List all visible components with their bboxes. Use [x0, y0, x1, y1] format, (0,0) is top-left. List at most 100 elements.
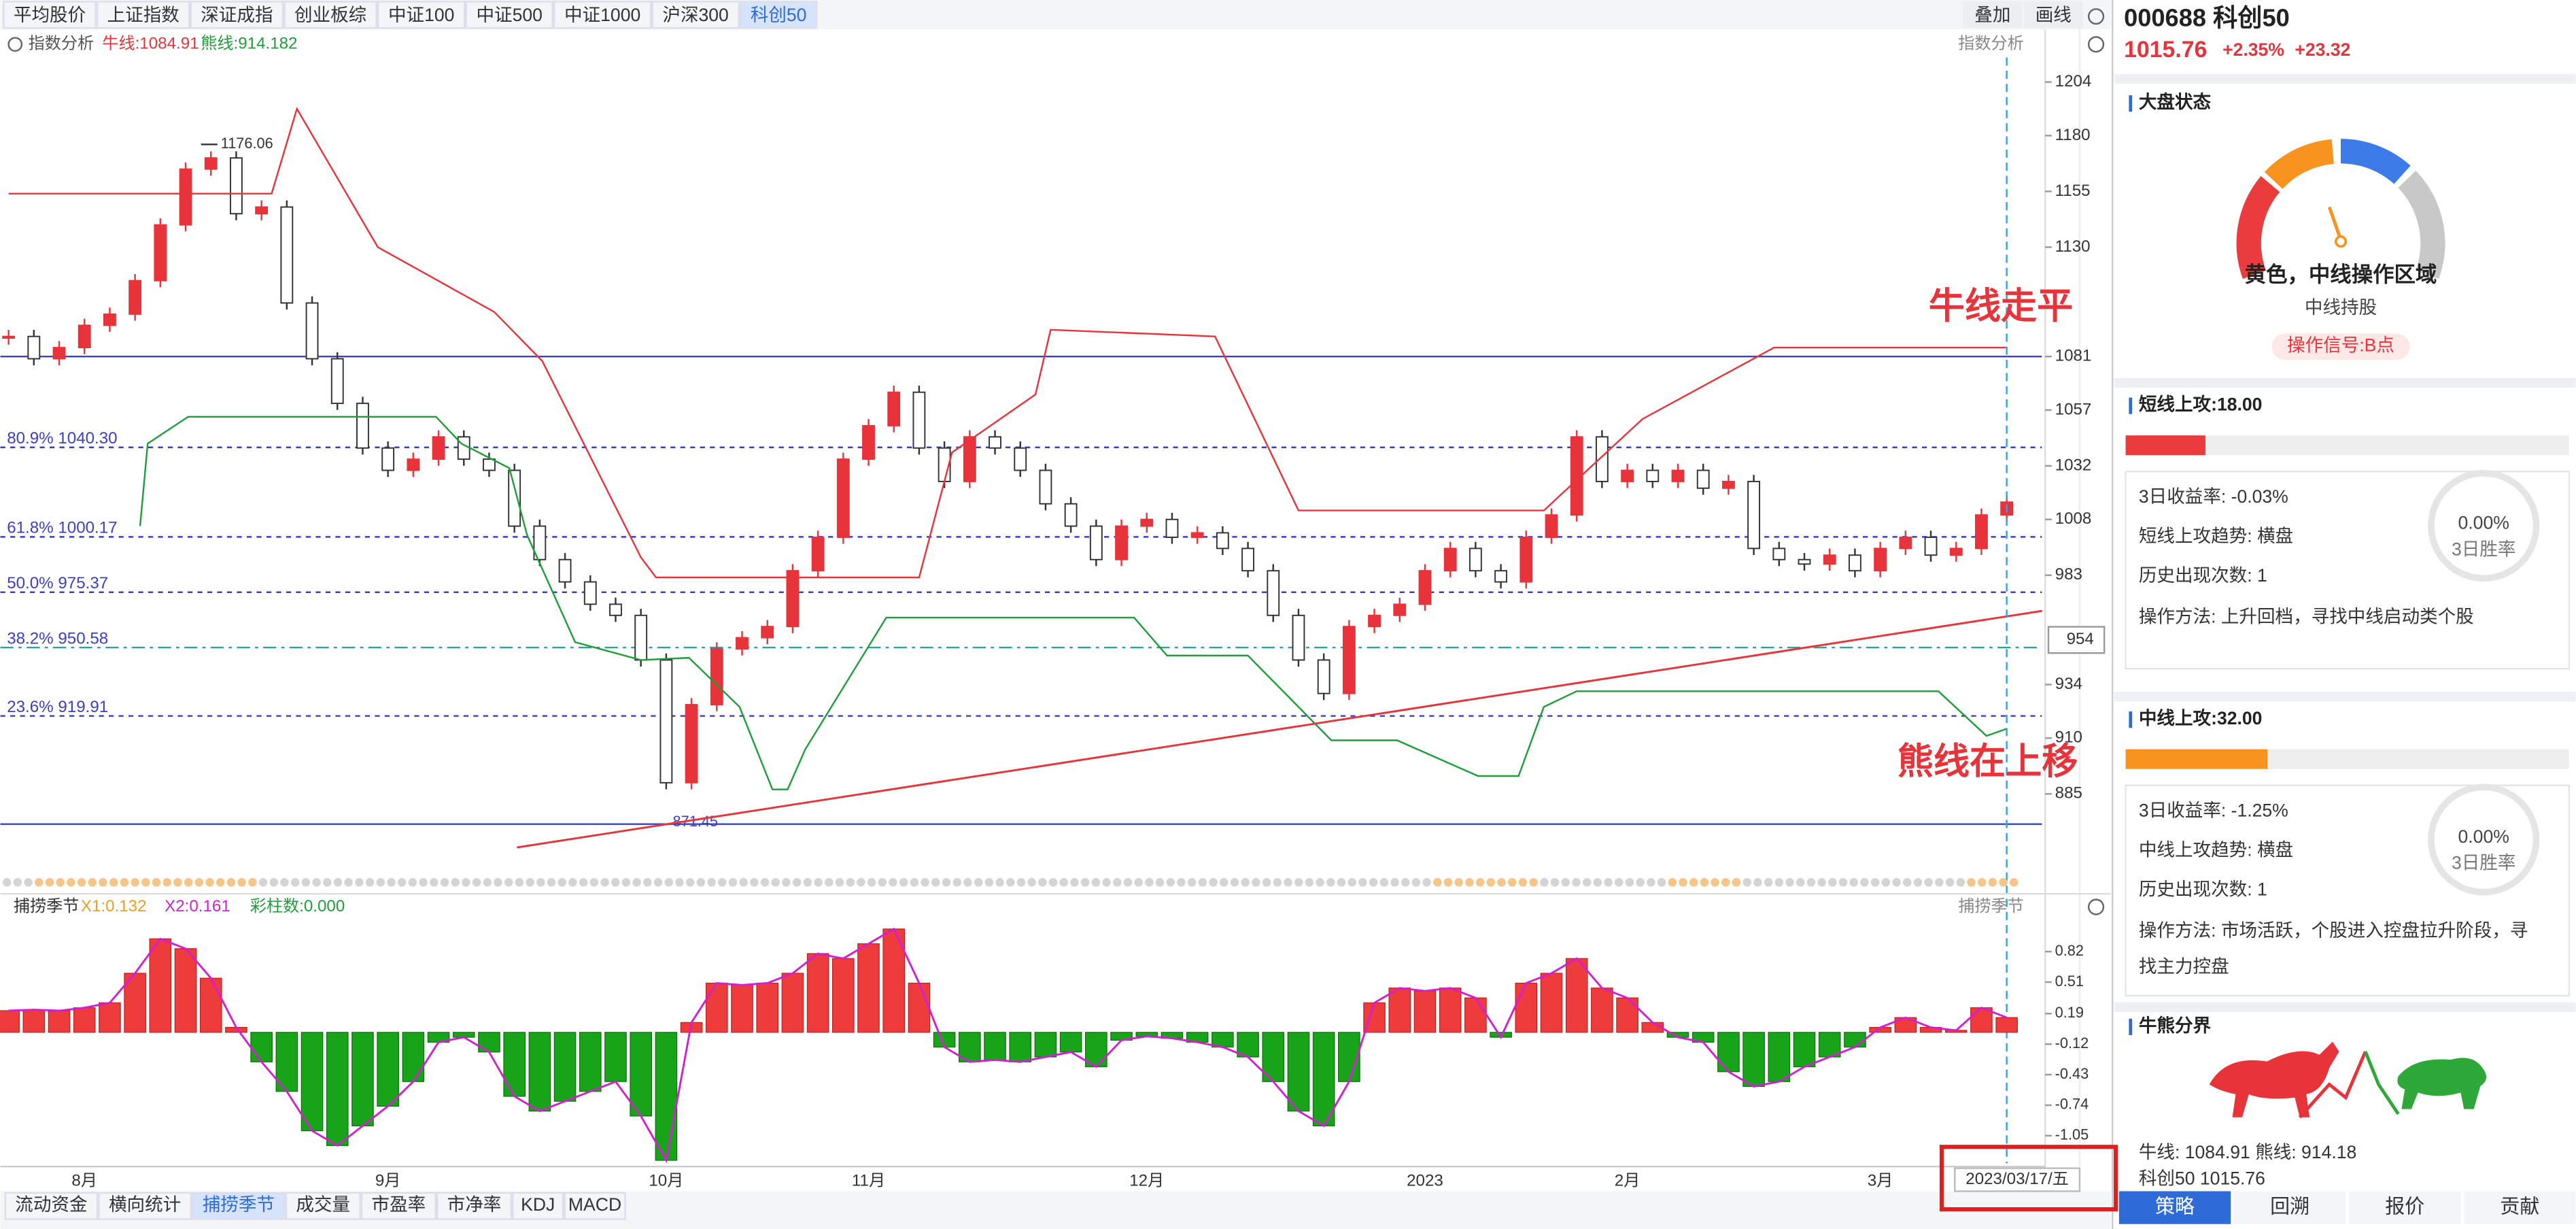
tool-icon[interactable]: [2087, 898, 2105, 915]
info-line: 找主力控盘: [2139, 956, 2229, 977]
y-tick-label: 1057: [2055, 400, 2092, 418]
signal-dot: [1273, 877, 1282, 887]
candle: [736, 637, 749, 650]
bottom-tab-bg[interactable]: [285, 1192, 361, 1220]
candle: [179, 168, 192, 226]
histogram-bar: [1995, 1017, 2018, 1033]
bottom-tab-bg[interactable]: [564, 1192, 626, 1220]
signal-dot: [344, 877, 353, 887]
toolbar-bg[interactable]: [1963, 1, 2023, 29]
gauge-needle: [2327, 206, 2343, 241]
signal-dot: [1817, 877, 1826, 887]
y-tick-label: -0.74: [2055, 1096, 2089, 1113]
market-hold: 中线持股: [2305, 297, 2377, 318]
histogram-bar: [1844, 1032, 1866, 1048]
fib-label: 50.0% 975.37: [7, 574, 108, 592]
signal-dot: [280, 877, 289, 887]
info-line: 操作方法: 上升回档，寻找中线启动类个股: [2139, 606, 2474, 626]
annotation: 熊线在上移: [1897, 741, 2078, 781]
histogram-bar: [377, 1032, 399, 1107]
signal-dot: [1347, 877, 1356, 887]
candle: [154, 224, 167, 282]
bottom-tab-bg[interactable]: [98, 1192, 192, 1220]
side-tab-bg[interactable]: [2118, 1191, 2231, 1224]
section-title: 大盘状态: [2139, 92, 2212, 112]
trend-line: [517, 609, 2042, 849]
candle: [862, 424, 875, 460]
candle: [1545, 514, 1558, 538]
candle: [1494, 570, 1508, 583]
histogram-bar: [48, 1010, 71, 1033]
histogram-bar: [149, 938, 172, 1033]
y-tick-label: 934: [2055, 675, 2082, 693]
candle: [1140, 518, 1154, 527]
signal-dot: [984, 877, 994, 887]
candle: [1671, 469, 1685, 482]
signal-dot: [376, 877, 385, 887]
section-title: 牛熊分界: [2139, 1015, 2212, 1036]
tab-bg[interactable]: [96, 1, 190, 29]
signal-dot: [1241, 877, 1250, 887]
tab-bg[interactable]: [3, 1, 97, 29]
signal-dot: [1860, 877, 1869, 887]
indicator-legend: X2:0.161: [165, 897, 230, 915]
info-line: 3日收益率: -0.03%: [2139, 486, 2288, 507]
candle: [1570, 436, 1583, 516]
signal-dot: [1636, 877, 1645, 887]
x-tick-label: 2023: [1407, 1171, 1443, 1190]
side-tab-bg[interactable]: [2349, 1191, 2461, 1224]
candle: [1443, 548, 1457, 572]
tab-bg[interactable]: [190, 1, 284, 29]
section-gap: [2114, 377, 2576, 388]
signal-dot: [1123, 877, 1133, 887]
signal-dot: [963, 877, 972, 887]
signal-dot: [483, 877, 492, 887]
histogram-bar: [705, 982, 728, 1033]
candle: [305, 302, 319, 360]
candle: [508, 469, 521, 527]
histogram-bar: [1312, 1032, 1335, 1126]
signal-dot: [56, 877, 65, 887]
tab: 中证100: [388, 5, 454, 25]
signal-dot: [1913, 877, 1923, 887]
tab-bg[interactable]: [465, 1, 553, 29]
tab-bg[interactable]: [739, 1, 818, 29]
bottom-tab-bg[interactable]: [512, 1192, 564, 1220]
bottom-tab-bg[interactable]: [4, 1192, 99, 1220]
signal-dot: [1593, 877, 1602, 887]
signal-dot: [1988, 877, 1997, 887]
side-tab-bg[interactable]: [2464, 1191, 2576, 1224]
toolbar-bg[interactable]: [2023, 1, 2083, 29]
bottom-tab: 成交量: [296, 1194, 350, 1215]
tab-bg[interactable]: [284, 1, 377, 29]
histogram-bar: [1565, 958, 1588, 1033]
signal-dot: [1902, 877, 1912, 887]
candle: [1165, 518, 1179, 538]
signal-dot: [1379, 877, 1389, 887]
signal-dot: [67, 877, 75, 887]
signal-dot: [1262, 877, 1271, 887]
tab-bg[interactable]: [651, 1, 740, 29]
tool-icon[interactable]: [2087, 36, 2105, 53]
signal-dot: [1732, 877, 1741, 887]
fib-label: 38.2% 950.58: [7, 629, 108, 647]
side-tab: 策略: [2155, 1196, 2195, 1217]
candle: [1014, 447, 1027, 471]
tool-icon[interactable]: [2087, 8, 2105, 25]
tab-bg[interactable]: [553, 1, 652, 29]
y-tick-label: 1081: [2055, 347, 2092, 365]
toolbar-button: 叠加: [1974, 5, 2010, 25]
signal-dot: [1518, 877, 1528, 887]
tab-bg[interactable]: [377, 1, 466, 29]
section-gap: [2114, 692, 2576, 702]
section-mark: [2129, 397, 2133, 414]
side-tab-bg[interactable]: [2233, 1191, 2346, 1224]
candle: [1368, 614, 1381, 628]
bottom-tab-bg[interactable]: [436, 1192, 513, 1220]
section-gap: [2114, 73, 2576, 84]
signal-dot: [1529, 877, 1538, 887]
section-mark: [2129, 95, 2133, 112]
signal-dot: [557, 877, 567, 887]
bottom-tab-bg[interactable]: [191, 1192, 286, 1220]
bottom-tab-bg[interactable]: [360, 1192, 436, 1220]
